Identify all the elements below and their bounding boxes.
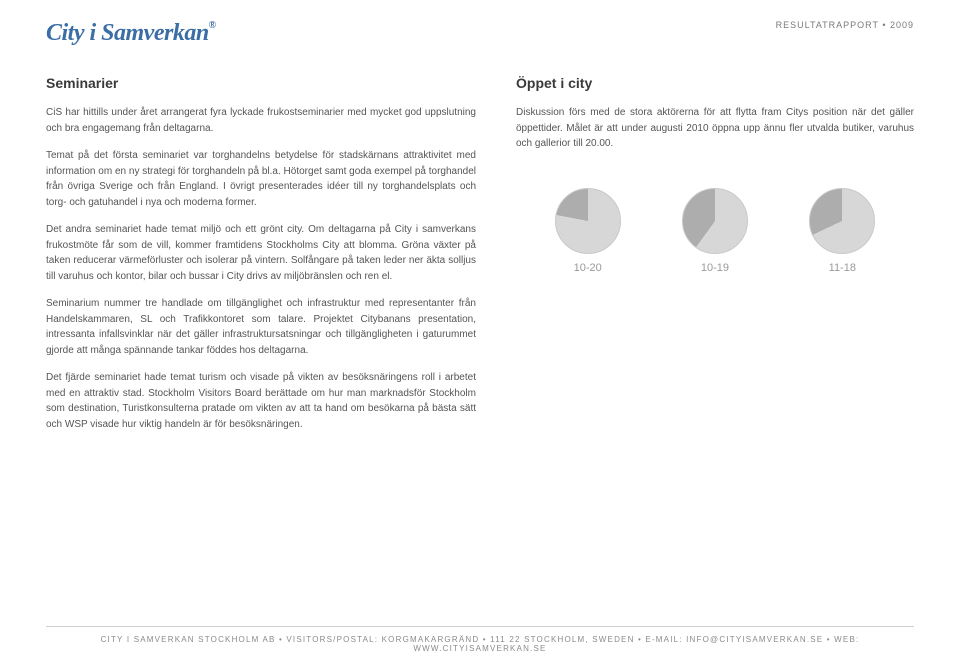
pie-2 (682, 188, 748, 254)
logo-text: City i Samverkan (46, 20, 209, 46)
header: City i Samverkan® RESULTATRAPPORT • 2009 (46, 20, 914, 47)
logo: City i Samverkan® (46, 20, 216, 47)
page: City i Samverkan® RESULTATRAPPORT • 2009… (0, 0, 960, 444)
seminarier-p5: Det fjärde seminariet hade temat turism … (46, 370, 476, 432)
oppet-p1: Diskussion förs med de stora aktörerna f… (516, 105, 914, 152)
seminarier-p3: Det andra seminariet hade temat miljö oc… (46, 222, 476, 284)
report-tag: RESULTATRAPPORT • 2009 (776, 20, 914, 30)
footer-text: CITY I SAMVERKAN STOCKHOLM AB • VISITORS… (101, 635, 860, 653)
pie-3 (809, 188, 875, 254)
column-right: Öppet i city Diskussion förs med de stor… (516, 75, 914, 444)
oppet-heading: Öppet i city (516, 75, 914, 91)
pie-chart-2: 10-19 (682, 188, 748, 274)
content-columns: Seminarier CiS har hittills under året a… (46, 75, 914, 444)
footer: CITY I SAMVERKAN STOCKHOLM AB • VISITORS… (46, 626, 914, 653)
logo-trademark: ® (209, 20, 216, 31)
pie-chart-1: 10-20 (555, 188, 621, 274)
seminarier-p1: CiS har hittills under året arrangerat f… (46, 105, 476, 136)
pie-chart-3: 11-18 (809, 188, 875, 274)
pie-1-label: 10-20 (574, 262, 602, 274)
seminarier-p2: Temat på det första seminariet var torgh… (46, 148, 476, 210)
pie-2-label: 10-19 (701, 262, 729, 274)
column-left: Seminarier CiS har hittills under året a… (46, 75, 476, 444)
seminarier-p4: Seminarium nummer tre handlade om tillgä… (46, 296, 476, 358)
pie-charts-row: 10-20 10-19 11-18 (516, 188, 914, 274)
pie-3-label: 11-18 (829, 262, 856, 274)
seminarier-heading: Seminarier (46, 75, 476, 91)
pie-1 (555, 188, 621, 254)
